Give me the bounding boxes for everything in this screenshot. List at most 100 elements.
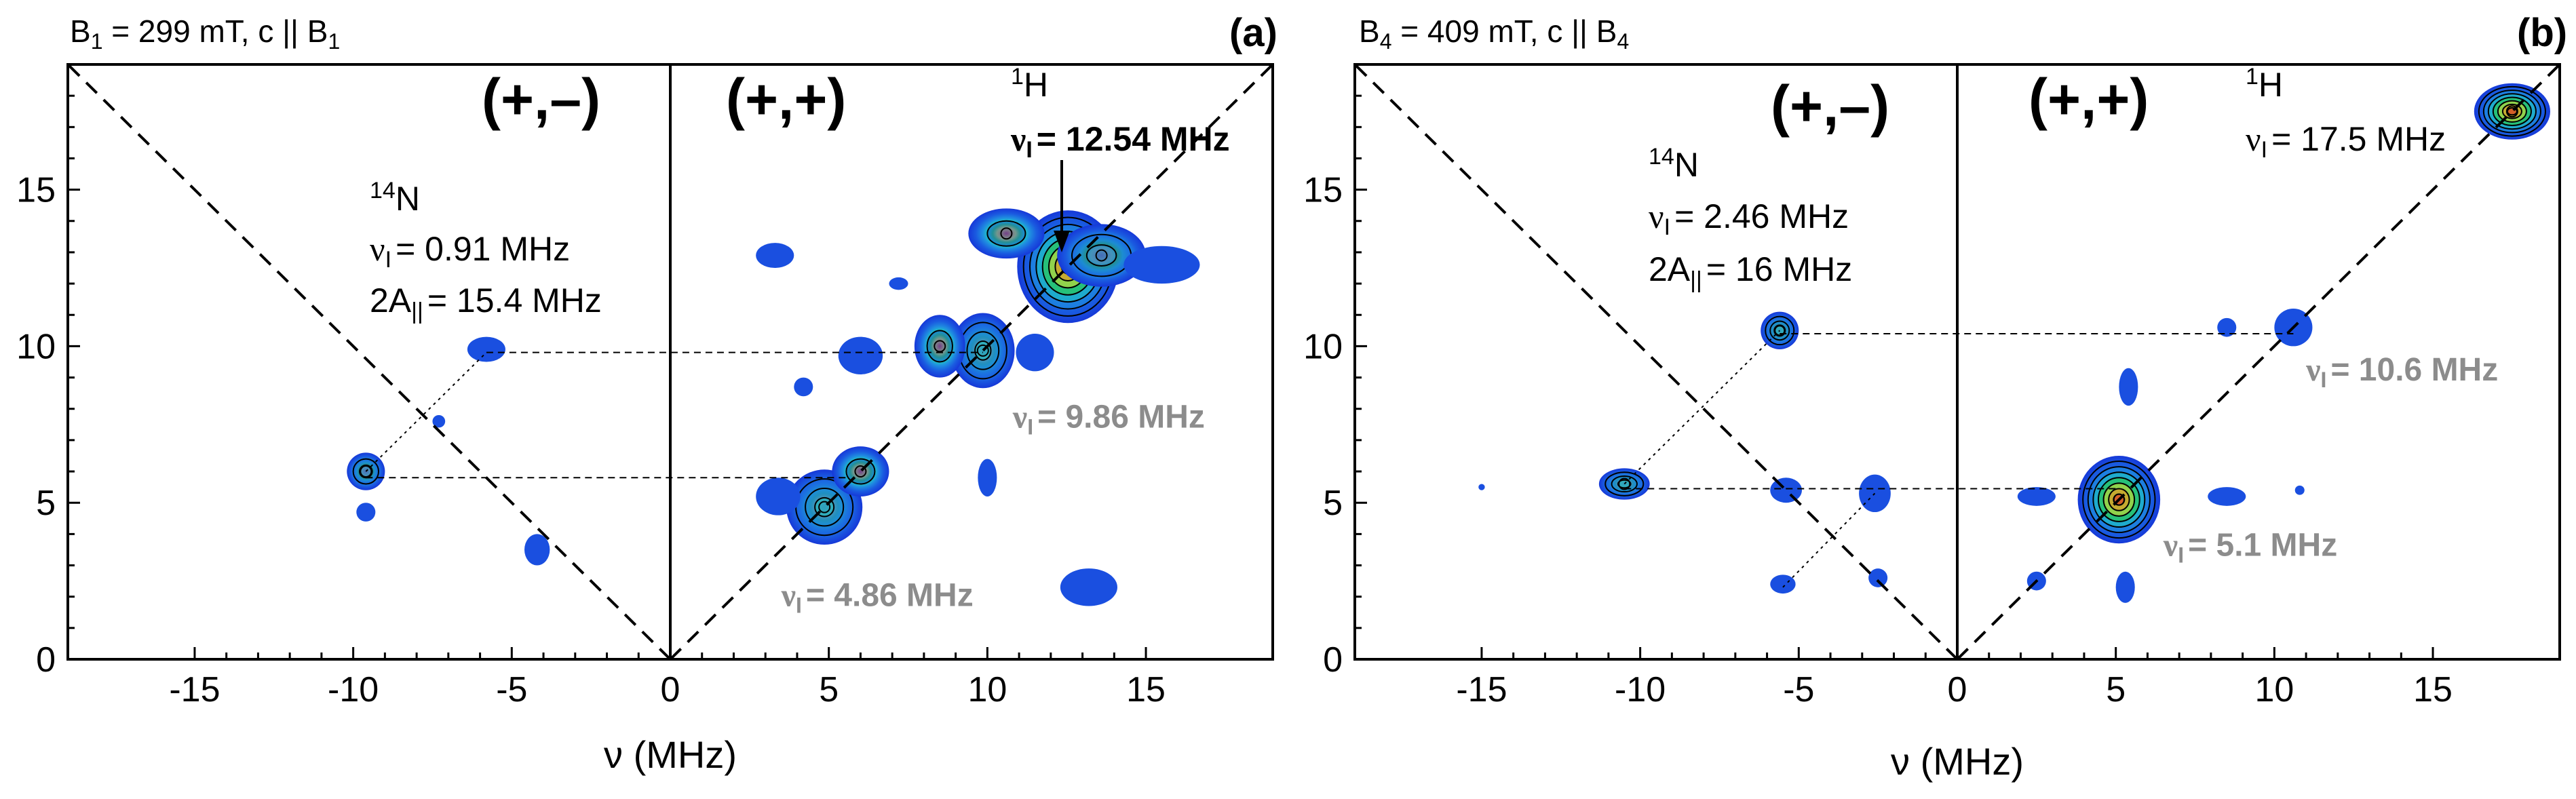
panel-b-title: B4 = 409 mT, c || B4 <box>1359 14 1629 54</box>
panel-a-peak <box>1057 224 1147 287</box>
panel-b-peak <box>2217 317 2237 337</box>
panel-a: B1 = 299 mT, c || B1 (a) -15 -10 -5 0 5 10 15 … <box>16 11 1277 776</box>
panel-a-frequency-label: νI = 4.86 MHz <box>781 578 974 618</box>
panel-a-x-tick-label: 10 <box>967 670 1007 709</box>
panel-b-peak <box>2208 487 2246 506</box>
panel-b-peak <box>1761 311 1799 350</box>
panel-b-peak <box>2294 485 2305 495</box>
panel-a-y-tick-label: 15 <box>16 171 56 210</box>
panel-b-lines <box>1355 64 2560 659</box>
panel-b-peak <box>1770 574 1796 594</box>
panel-a-n14-a: 2A|| = 15.4 MHz <box>370 281 602 324</box>
panel-a-peak <box>432 414 446 428</box>
panel-a-diagonal-plus <box>669 64 1273 659</box>
panel-a-peak <box>756 243 794 269</box>
panel-b-quadrant-minus: (+,–) <box>1771 74 1889 138</box>
panel-a-frequency-label: νI = 9.86 MHz <box>1012 399 1205 439</box>
panel-b-x-label: ν (MHz) <box>1891 740 2024 783</box>
panel-a-x-label: ν (MHz) <box>604 733 737 776</box>
panel-b-frequency-label: νI = 10.6 MHz <box>2305 352 2498 392</box>
panel-b-quadrant-plus: (+,+) <box>2029 67 2149 131</box>
panel-a-h1-nu: νI = 12.54 MHz <box>1010 120 1230 163</box>
panel-a-h1-label: 1H <box>1011 64 1048 104</box>
panel-b-y-tick-label: 0 <box>1323 640 1343 680</box>
panel-b-diagonal-minus <box>1355 64 1959 659</box>
panel-a-peak <box>978 459 997 496</box>
panel-b-peak <box>2115 571 2135 603</box>
panel-a-dotted-guide <box>365 351 487 472</box>
panel-a-x-tick-label: 15 <box>1126 670 1166 709</box>
panel-a-peak <box>968 208 1045 259</box>
panel-a-y-tick-label: 10 <box>16 327 56 366</box>
panel-b-y-ticks: 0 5 10 15 <box>1303 94 1367 680</box>
panel-a-quadrant-plus: (+,+) <box>726 67 846 131</box>
panel-b-y-tick-label: 5 <box>1323 484 1343 523</box>
panel-b-x-tick-label: 10 <box>2254 670 2294 709</box>
panel-a-peak <box>1016 333 1054 372</box>
panel-a-peak <box>1060 568 1117 606</box>
panel-a-gray-labels: νI = 9.86 MHz νI = 4.86 MHz <box>781 399 1205 617</box>
panel-b-peak <box>2017 487 2056 506</box>
panel-a-peaks <box>347 208 1200 606</box>
panel-b-h1-label: 1H <box>2246 64 2283 104</box>
panel-b-x-tick-label: 0 <box>1948 670 1967 709</box>
panel-b-peak <box>2474 83 2550 140</box>
panel-b-peak <box>1478 484 1485 490</box>
panel-a-quadrant-minus: (+,–) <box>482 67 600 131</box>
panel-b-peak <box>2119 368 2138 406</box>
panel-b-peak <box>1598 468 1650 500</box>
panel-b-n14-label: 14N <box>1649 144 1699 184</box>
panel-a-peak <box>951 313 1015 389</box>
panel-b-h1-nu: νI = 17.5 MHz <box>2246 120 2446 163</box>
panel-a-n14-nu: νI = 0.91 MHz <box>370 230 570 273</box>
panel-a-plot <box>68 64 1273 659</box>
panel-a-peak <box>524 534 550 566</box>
panel-a-x-tick-label: 5 <box>819 670 839 709</box>
panel-b: B4 = 409 mT, c || B4 (b) -15 -10 -5 0 5 10 15 … <box>1303 11 2567 783</box>
panel-a-peak <box>832 446 889 496</box>
panel-a-x-tick-label: -5 <box>496 670 527 709</box>
panel-b-gray-labels: νI = 10.6 MHz νI = 5.1 MHz <box>2163 352 2498 567</box>
panel-a-x-ticks: -15 -10 -5 0 5 10 15 <box>169 647 1166 709</box>
panel-b-x-ticks: -15 -10 -5 0 5 10 15 <box>1456 647 2453 709</box>
panel-a-peak <box>467 336 505 362</box>
panel-a-lines <box>68 64 1273 659</box>
panel-a-peak <box>356 503 376 522</box>
panel-b-peaks <box>1478 83 2550 603</box>
panel-a-x-tick-label: 0 <box>661 670 680 709</box>
panel-b-dotted-guide <box>1623 330 1780 485</box>
panel-b-dotted-guide <box>1782 492 1876 588</box>
panel-b-y-tick-label: 15 <box>1303 171 1343 210</box>
panel-a-y-tick-label: 5 <box>36 484 56 523</box>
panel-a-title: B1 = 299 mT, c || B1 <box>70 14 340 54</box>
panel-a-x-tick-label: -15 <box>169 670 220 709</box>
panel-b-plot <box>1355 64 2560 659</box>
panel-a-x-tick-label: -10 <box>328 670 379 709</box>
panel-b-x-tick-label: -10 <box>1615 670 1666 709</box>
panel-a-peak <box>794 377 813 397</box>
panel-b-frequency-label: νI = 5.1 MHz <box>2163 528 2337 568</box>
panel-b-diagonal-plus <box>1956 64 2560 659</box>
panel-b-label: (b) <box>2517 11 2567 55</box>
panel-a-y-tick-label: 0 <box>36 640 56 680</box>
panel-a-diagonal-minus <box>68 64 672 659</box>
panel-a-peak <box>756 478 801 515</box>
panel-a-peak <box>889 277 908 290</box>
panel-b-n14-a: 2A|| = 16 MHz <box>1649 250 1852 293</box>
panel-a-y-ticks: 0 5 10 15 <box>16 94 80 680</box>
panel-b-peak <box>1770 478 1802 503</box>
panel-b-x-tick-label: 15 <box>2413 670 2453 709</box>
panel-a-peak <box>1123 246 1200 284</box>
panel-a-peak <box>914 315 965 378</box>
panel-a-h1-arrowhead <box>1054 231 1070 252</box>
panel-b-x-tick-label: 5 <box>2106 670 2126 709</box>
panel-b-x-tick-label: -5 <box>1783 670 1814 709</box>
panel-b-peak <box>1868 568 1888 587</box>
panel-b-x-tick-label: -15 <box>1456 670 1507 709</box>
panel-b-n14-nu: νI = 2.46 MHz <box>1649 197 1849 240</box>
panel-a-label: (a) <box>1229 11 1277 55</box>
panel-b-y-tick-label: 10 <box>1303 327 1343 366</box>
panel-a-peak <box>838 336 883 374</box>
panel-a-n14-label: 14N <box>370 178 420 218</box>
